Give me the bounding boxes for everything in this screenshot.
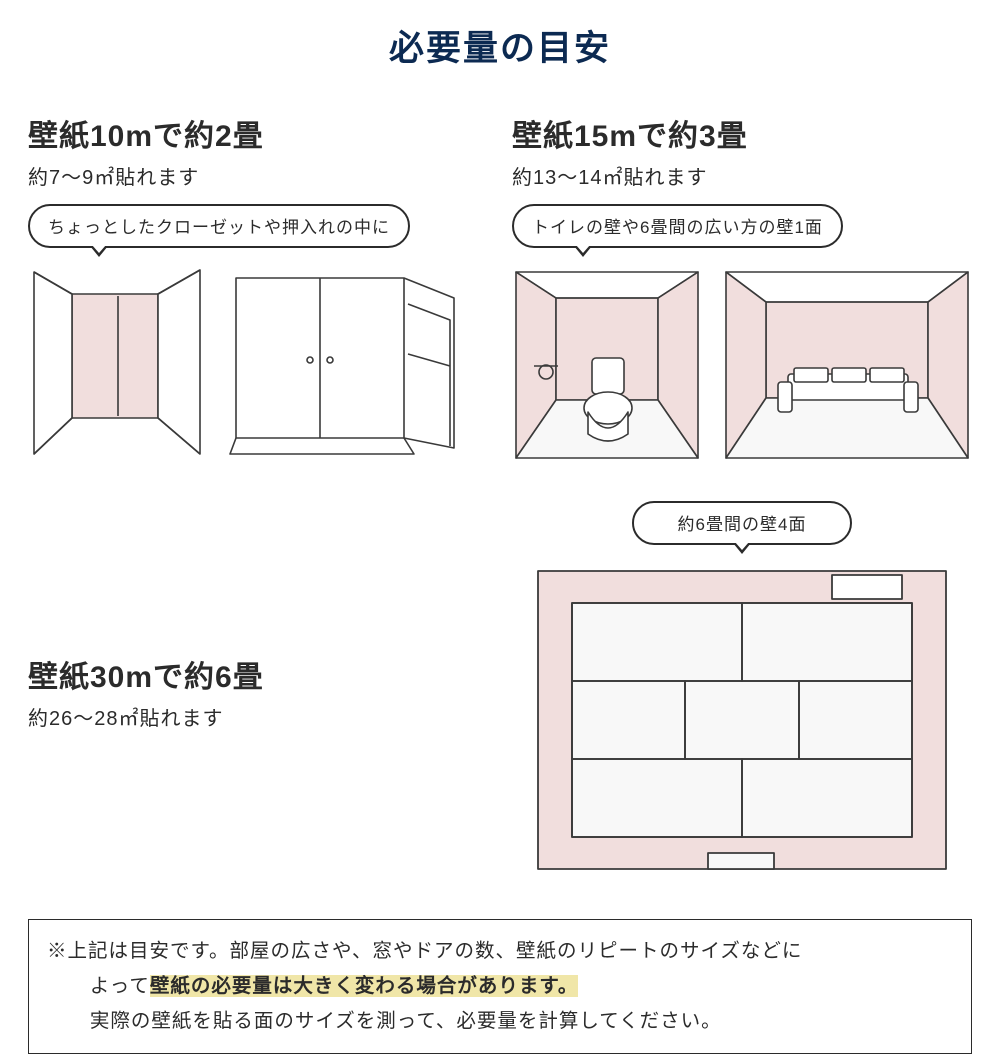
heading-30m: 壁紙30mで約6畳	[28, 652, 468, 696]
section-10m: 壁紙10mで約2畳 約7〜9㎡貼れます ちょっとしたクローゼットや押入れの中に	[28, 111, 468, 463]
room-one-wall-illustration	[722, 268, 972, 463]
sub-10m: 約7〜9㎡貼れます	[28, 161, 468, 190]
note-highlight: 壁紙の必要量は大きく変わる場合があります。	[150, 975, 579, 997]
note-box: ※上記は目安です。部屋の広さや、窓やドアの数、壁紙のリピートのサイズなどに よっ…	[28, 919, 972, 1054]
sliding-closet-illustration	[228, 268, 458, 458]
heading-10m: 壁紙10mで約2畳	[28, 111, 468, 155]
section-30m: 壁紙30mで約6畳 約26〜28㎡貼れます	[28, 632, 468, 745]
section-15m: 壁紙15mで約3畳 約13〜14㎡貼れます トイレの壁や6畳間の広い方の壁1面	[512, 111, 972, 463]
sub-30m: 約26〜28㎡貼れます	[28, 702, 468, 731]
note-line-2a: よって	[90, 975, 150, 997]
bubble-6jo: 約6畳間の壁4面	[632, 501, 852, 545]
toilet-room-illustration	[512, 268, 702, 463]
page-title: 必要量の目安	[28, 20, 972, 71]
note-line-3: 実際の壁紙を貼る面のサイズを測って、必要量を計算してください。	[47, 1004, 953, 1039]
note-line-1: ※上記は目安です。部屋の広さや、窓やドアの数、壁紙のリピートのサイズなどに	[47, 934, 953, 969]
bubble-10m: ちょっとしたクローゼットや押入れの中に	[28, 204, 410, 248]
sub-15m: 約13〜14㎡貼れます	[512, 161, 972, 190]
bubble-15m: トイレの壁や6畳間の広い方の壁1面	[512, 204, 843, 248]
note-line-2: よって壁紙の必要量は大きく変わる場合があります。	[47, 969, 953, 1004]
sections-grid: 壁紙10mで約2畳 約7〜9㎡貼れます ちょっとしたクローゼットや押入れの中に	[28, 111, 972, 875]
section-6jo: 約6畳間の壁4面	[512, 501, 972, 875]
room-plan-illustration	[532, 565, 952, 875]
closet-illustration	[28, 268, 208, 458]
heading-15m: 壁紙15mで約3畳	[512, 111, 972, 155]
